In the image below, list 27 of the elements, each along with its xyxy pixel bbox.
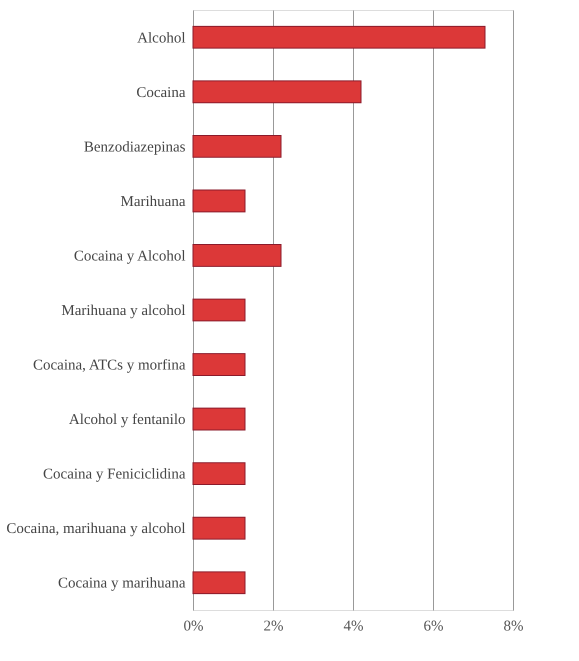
- y-tick-label: Alcohol: [137, 30, 186, 46]
- y-tick-label: Cocaina, ATCs y morfina: [33, 358, 186, 374]
- x-tick-label: 4%: [344, 618, 364, 634]
- bar: [192, 134, 282, 158]
- y-tick-label: Benzodiazepinas: [84, 139, 186, 156]
- bar: [192, 571, 246, 594]
- y-tick-label: Cocaina y marihuana: [58, 576, 186, 592]
- y-tick-label: Alcohol y fentanilo: [68, 412, 186, 428]
- y-tick-label: Cocaina: [136, 84, 186, 101]
- bar: [192, 244, 282, 267]
- x-tick-label: 2%: [264, 618, 284, 634]
- bar: [192, 190, 246, 212]
- y-tick-label: Cocaina y Feniciclidina: [43, 466, 186, 483]
- bar: [192, 298, 246, 322]
- bar: [192, 462, 246, 486]
- y-tick-label: Marihuana: [120, 194, 186, 210]
- bar: [192, 353, 246, 376]
- x-tick-label: 8%: [504, 618, 524, 634]
- bar: [192, 26, 486, 49]
- x-tick-label: 0%: [184, 618, 204, 634]
- bar: [192, 80, 362, 104]
- y-tick-label: Marihuana y alcohol: [61, 303, 186, 319]
- x-tick-label: 6%: [424, 618, 444, 634]
- bar: [192, 516, 246, 540]
- y-tick-label: Cocaina y Alcohol: [74, 248, 186, 264]
- bar: [192, 408, 246, 430]
- y-tick-label: Cocaina, marihuana y alcohol: [6, 521, 186, 538]
